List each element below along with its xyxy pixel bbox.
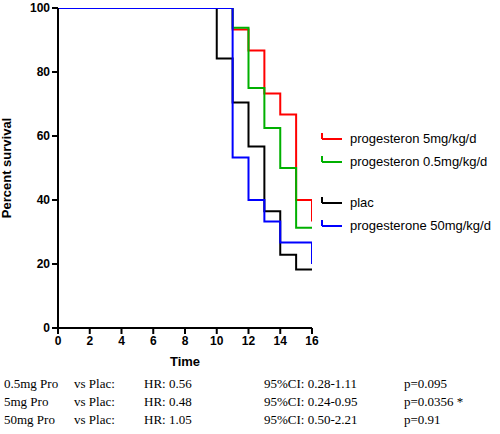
svg-text:6: 6 bbox=[150, 334, 157, 348]
html-text:5mg Pro: 5mg Pro bbox=[4, 394, 49, 409]
html-text:progesterone 50mg/kg/d: progesterone 50mg/kg/d bbox=[350, 218, 491, 233]
html-text:50mg Pro: 50mg Pro bbox=[4, 412, 55, 427]
html-text:HR: 0.56: HR: 0.56 bbox=[144, 376, 192, 391]
html-text:p=0.0356 *: p=0.0356 * bbox=[404, 394, 464, 409]
svg-text:60: 60 bbox=[37, 129, 51, 143]
svg-text:4: 4 bbox=[118, 334, 125, 348]
svg-text:12: 12 bbox=[242, 334, 256, 348]
html-text:p=0.91: p=0.91 bbox=[404, 412, 441, 427]
html-text:plac: plac bbox=[350, 195, 374, 210]
svg-text:14: 14 bbox=[274, 334, 288, 348]
html-text:95%CI: 0.50-2.21: 95%CI: 0.50-2.21 bbox=[264, 412, 358, 427]
svg-text:100: 100 bbox=[30, 1, 50, 15]
svg-text:8: 8 bbox=[182, 334, 189, 348]
html-text:HR: 1.05: HR: 1.05 bbox=[144, 412, 192, 427]
html-text:vs Plac:: vs Plac: bbox=[74, 376, 115, 391]
svg-text:10: 10 bbox=[210, 334, 224, 348]
html-text:95%CI: 0.24-0.95: 95%CI: 0.24-0.95 bbox=[264, 394, 358, 409]
svg-text:20: 20 bbox=[37, 257, 51, 271]
svg-text:80: 80 bbox=[37, 65, 51, 79]
html-text:vs Plac:: vs Plac: bbox=[74, 394, 115, 409]
svg-text:0: 0 bbox=[55, 334, 62, 348]
svg-text:40: 40 bbox=[37, 193, 51, 207]
svg-text:0: 0 bbox=[43, 321, 50, 335]
html-text:0.5mg Pro: 0.5mg Pro bbox=[4, 376, 59, 391]
html-text:p=0.095: p=0.095 bbox=[404, 376, 448, 391]
html-text:95%CI: 0.28-1.11: 95%CI: 0.28-1.11 bbox=[264, 376, 357, 391]
html-text:progesteron 5mg/kg/d: progesteron 5mg/kg/d bbox=[350, 131, 477, 146]
svg-text:Percent survival: Percent survival bbox=[8, 118, 14, 218]
svg-text:2: 2 bbox=[86, 334, 93, 348]
svg-text:16: 16 bbox=[305, 334, 319, 348]
svg-text:Time: Time bbox=[170, 354, 200, 369]
html-text:progesteron 0.5mg/kg/d: progesteron 0.5mg/kg/d bbox=[350, 154, 488, 169]
html-text:vs Plac:: vs Plac: bbox=[74, 412, 115, 427]
html-text:HR: 0.48: HR: 0.48 bbox=[144, 394, 192, 409]
